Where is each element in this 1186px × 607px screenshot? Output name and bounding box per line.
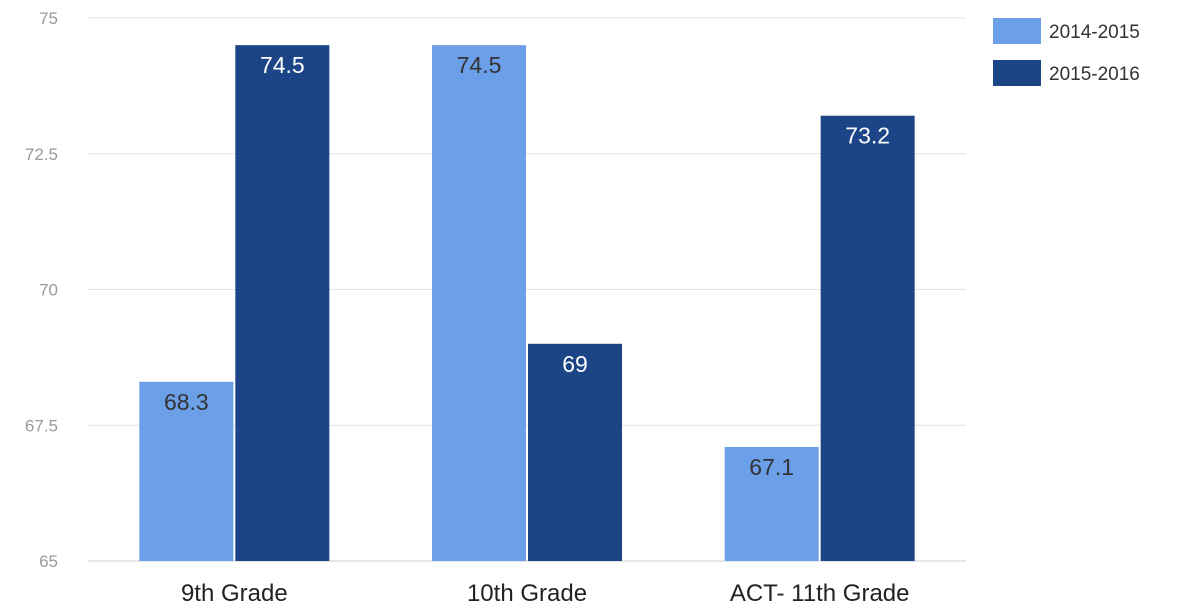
data-label: 74.5 (260, 52, 305, 78)
y-tick-label: 65 (39, 552, 58, 571)
bar-2015-2016-act-11th-grade (820, 115, 915, 562)
legend-swatch (993, 60, 1041, 86)
data-label: 73.2 (845, 123, 890, 149)
x-tick-label: 9th Grade (181, 580, 288, 607)
bar-2014-2015-9th-grade (139, 381, 234, 561)
y-tick-label: 75 (39, 9, 58, 28)
legend-label: 2014-2015 (1049, 22, 1140, 43)
legend-swatch (993, 18, 1041, 44)
legend-label: 2015-2016 (1049, 64, 1140, 85)
x-tick-label: ACT- 11th Grade (730, 580, 910, 607)
data-label: 67.1 (749, 454, 794, 480)
data-label: 68.3 (164, 389, 209, 415)
bar-2015-2016-10th-grade (528, 343, 622, 561)
bar-2015-2016-9th-grade (235, 45, 330, 561)
data-label: 74.5 (457, 52, 502, 78)
bar-2014-2015-act-11th-grade (724, 446, 819, 561)
y-tick-label: 72.5 (25, 145, 58, 164)
y-tick-label: 70 (39, 281, 58, 300)
bar-2014-2015-10th-grade (432, 45, 526, 561)
y-tick-label: 67.5 (25, 416, 58, 435)
data-label: 69 (562, 351, 588, 377)
x-tick-label: 10th Grade (467, 580, 587, 607)
